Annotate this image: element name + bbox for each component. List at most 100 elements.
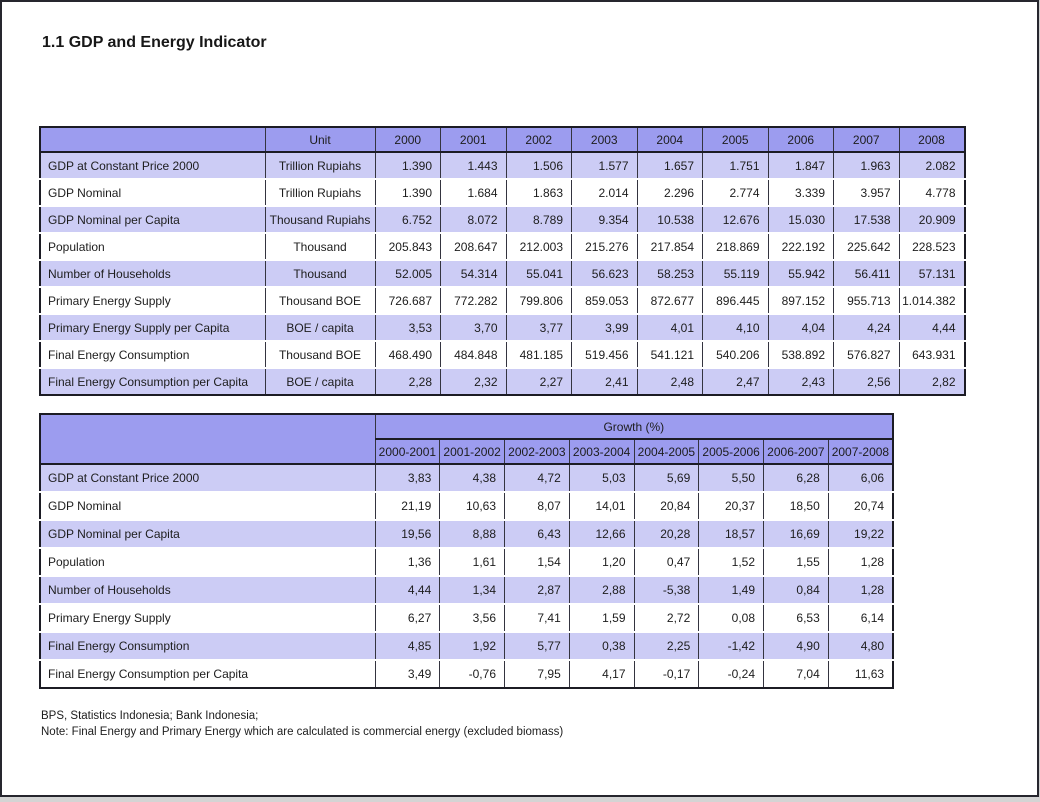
growth-group-header: Growth (%) [374,414,894,440]
period-header: 2004-2005 [633,438,699,465]
indicator-row: Final Energy Consumption per Capita BOE /… [39,367,965,395]
value-cell: 2.296 [636,178,703,206]
value-cell: 20.909 [898,205,965,233]
indicator-table-corner-cell [39,127,265,153]
growth-value-cell: 3,56 [439,603,505,632]
value-cell: 215.276 [571,232,637,260]
value-cell: 519.456 [571,340,637,368]
growth-value-cell: 7,95 [504,659,570,688]
unit-cell: Thousand [264,259,375,287]
growth-value-cell: 1,36 [374,547,440,576]
value-cell: 2,48 [636,367,703,395]
value-cell: 12.676 [702,205,768,233]
value-cell: 1.751 [702,151,768,179]
growth-table-corner-cell [39,414,375,465]
value-cell: 56.623 [571,259,637,287]
footer-notes: BPS, Statistics Indonesia; Bank Indonesi… [41,708,563,740]
growth-value-cell: 12,66 [568,519,634,548]
value-cell: 896.445 [702,286,768,314]
value-cell: 3.339 [767,178,834,206]
unit-cell: Thousand [264,232,375,260]
growth-value-cell: 16,69 [763,519,829,548]
value-cell: 55.119 [702,259,768,287]
value-cell: 3,99 [571,313,637,341]
indicator-row: GDP Nominal per Capita Thousand Rupiahs 6.… [39,205,965,233]
value-cell: 3.957 [833,178,899,206]
year-header: 2007 [833,127,899,153]
indicator-row: Primary Energy Supply Thousand BOE 726.687… [39,286,965,314]
growth-value-cell: 21,19 [374,491,440,520]
value-cell: 8.789 [505,205,572,233]
growth-value-cell: 1,92 [439,631,505,660]
value-cell: 4,44 [898,313,965,341]
growth-value-cell: 4,80 [827,631,894,660]
row-label: GDP Nominal [39,491,375,520]
value-cell: 6.752 [374,205,441,233]
value-cell: 726.687 [374,286,441,314]
growth-value-cell: 20,37 [698,491,764,520]
growth-value-cell: 18,50 [763,491,829,520]
value-cell: 576.827 [833,340,899,368]
growth-value-cell: 1,28 [827,575,894,604]
growth-value-cell: 19,22 [827,519,894,548]
value-cell: 468.490 [374,340,441,368]
growth-value-cell: 20,74 [827,491,894,520]
growth-value-cell: 1,54 [504,547,570,576]
period-header: 2005-2006 [698,438,764,465]
value-cell: 4,01 [636,313,703,341]
growth-table-group-header-row: Growth (%) [39,414,894,465]
page-title: 1.1 GDP and Energy Indicator [42,34,267,51]
value-cell: 217.854 [636,232,703,260]
growth-value-cell: 1,34 [439,575,505,604]
value-cell: 208.647 [440,232,506,260]
value-cell: 3,77 [505,313,572,341]
year-header: 2006 [767,127,834,153]
growth-value-cell: 1,52 [698,547,764,576]
value-cell: 2,32 [440,367,506,395]
growth-value-cell: 1,61 [439,547,505,576]
value-cell: 2,41 [571,367,637,395]
value-cell: 55.942 [767,259,834,287]
row-label: GDP Nominal per Capita [39,519,375,548]
growth-value-cell: 18,57 [698,519,764,548]
growth-value-cell: 1,49 [698,575,764,604]
value-cell: 3,70 [440,313,506,341]
value-cell: 4,24 [833,313,899,341]
value-cell: 1.963 [833,151,899,179]
growth-value-cell: 6,28 [763,463,829,492]
row-label: GDP Nominal [39,178,265,206]
growth-value-cell: -0,76 [439,659,505,688]
value-cell: 1.390 [374,151,441,179]
value-cell: 481.185 [505,340,572,368]
value-cell: 15.030 [767,205,834,233]
growth-row: Final Energy Consumption 4,85 1,92 5,77 0,38… [39,631,894,660]
growth-value-cell: 3,49 [374,659,440,688]
indicator-row: Final Energy Consumption Thousand BOE 468.… [39,340,965,368]
growth-value-cell: 3,83 [374,463,440,492]
value-cell: 1.847 [767,151,834,179]
value-cell: 8.072 [440,205,506,233]
value-cell: 225.642 [833,232,899,260]
value-cell: 2,28 [374,367,441,395]
source-note: BPS, Statistics Indonesia; Bank Indonesi… [41,710,259,722]
year-header: 2000 [374,127,441,153]
unit-cell: Thousand BOE [264,286,375,314]
row-label: GDP at Constant Price 2000 [39,151,265,179]
growth-value-cell: 1,28 [827,547,894,576]
unit-cell: Thousand Rupiahs [264,205,375,233]
indicator-table-body: GDP at Constant Price 2000 Trillion Rupia… [39,151,965,395]
value-cell: 55.041 [505,259,572,287]
value-cell: 2.082 [898,151,965,179]
growth-value-cell: 14,01 [568,491,634,520]
value-cell: 205.843 [374,232,441,260]
row-label: GDP Nominal per Capita [39,205,265,233]
value-cell: 484.848 [440,340,506,368]
row-label: Primary Energy Supply per Capita [39,313,265,341]
row-label: Number of Households [39,259,265,287]
value-cell: 772.282 [440,286,506,314]
growth-value-cell: 5,03 [568,463,634,492]
value-cell: 54.314 [440,259,506,287]
growth-row: GDP Nominal per Capita 19,56 8,88 6,43 12,66… [39,519,894,548]
value-cell: 541.121 [636,340,703,368]
gdp-energy-indicator-table: Unit 2000 2001 2002 2003 2004 2005 2006 2007 200… [39,126,966,396]
